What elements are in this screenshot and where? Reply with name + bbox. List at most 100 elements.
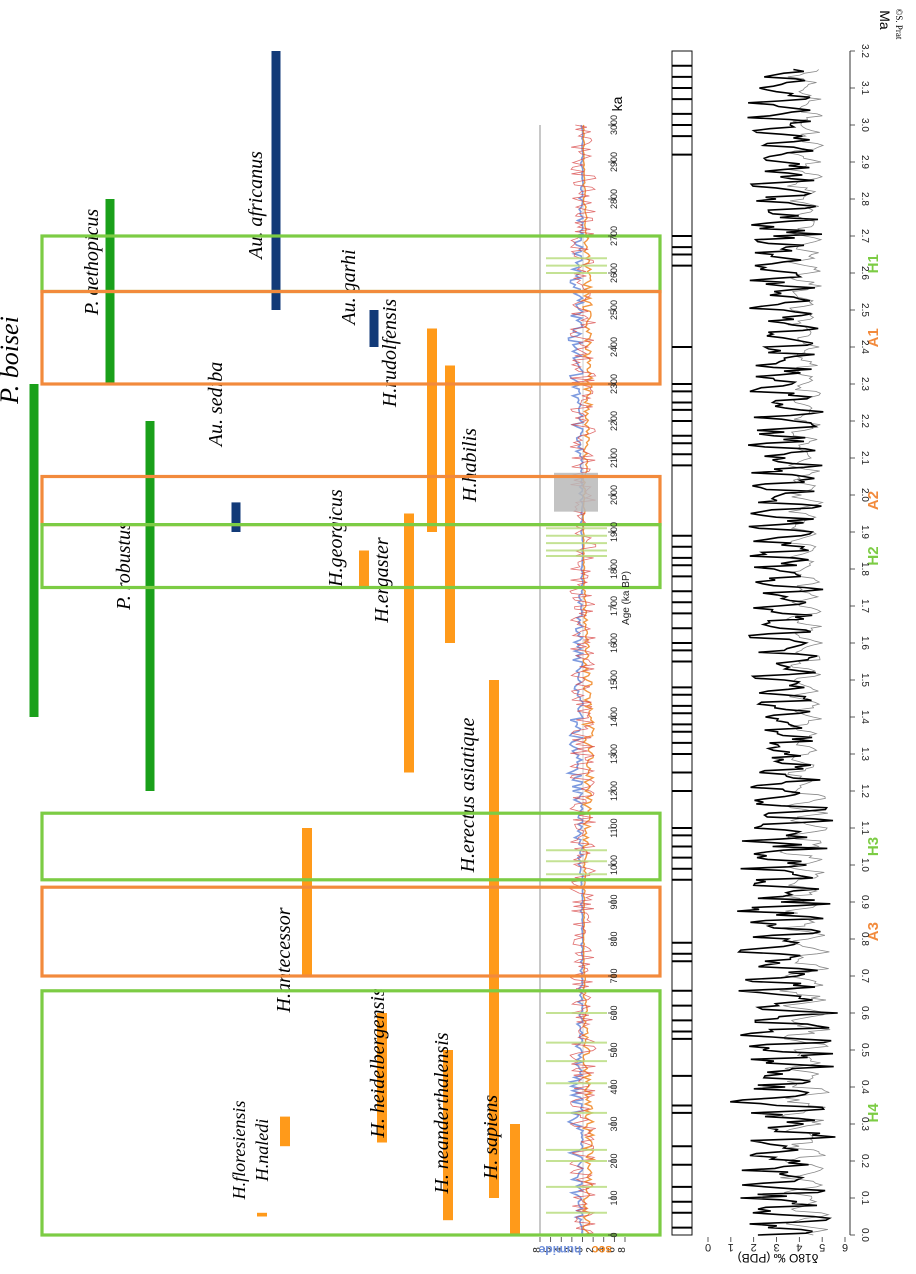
ma-tick-label: 1.1	[859, 821, 870, 835]
d18o-gray-curve	[779, 69, 831, 1236]
period-boxes: H1 A1 A2 H2 H3 A3 H4	[40, 234, 882, 1237]
species-label: H.georgicus	[325, 489, 347, 588]
species-label: P. aethopicus	[81, 209, 103, 317]
ma-tick-label: 2.2	[859, 414, 870, 428]
d18o-black-curve	[730, 68, 838, 1236]
ka-tick-label: 1300	[609, 744, 619, 764]
species-label: H.erectus asiatique	[457, 717, 479, 873]
species-label: H.naledi	[252, 1119, 272, 1183]
ma-tick-label: 2.7	[859, 229, 870, 243]
period-label: H1	[865, 254, 882, 273]
ma-tick-label: 1.4	[859, 710, 870, 724]
humid-label: humide	[538, 1243, 581, 1257]
species-label: H. heidelbergensis	[367, 988, 389, 1138]
period-label: H3	[865, 837, 882, 856]
humidity-tick-label: 6	[543, 1247, 554, 1253]
ma-tick-label: 0.9	[859, 895, 870, 909]
species-label: H.rudolfensis	[379, 299, 401, 409]
humidity-tick-label: 4	[596, 1247, 607, 1253]
species-bar	[145, 421, 155, 791]
ka-tick-label: 200	[609, 1153, 619, 1168]
ka-tick-label: 2700	[609, 226, 619, 246]
ka-tick-label: 1800	[609, 559, 619, 579]
ma-tick-label: 1.6	[859, 636, 870, 650]
d18o-tick-label: 4	[796, 1241, 802, 1253]
ka-tick-label: 1700	[609, 596, 619, 616]
period-box	[40, 885, 662, 978]
period-label: H4	[865, 1103, 882, 1123]
ka-tick-label: 2400	[609, 337, 619, 357]
species-label: H. sapiens	[480, 1095, 502, 1181]
ma-tick-label: 0.5	[859, 1043, 870, 1057]
ka-unit-label: ka	[609, 96, 625, 111]
ka-axis-title: Age (ka BP)	[621, 571, 632, 625]
ma-tick-label: 1.7	[859, 599, 870, 613]
humid-curve	[565, 124, 586, 1236]
period-box	[40, 522, 662, 590]
species-bar	[271, 51, 281, 310]
period-box	[40, 289, 662, 386]
species-bars: P. boisei P. robustus P. aethopicus Au. afr…	[0, 51, 520, 1235]
ma-tick-label: 0.4	[859, 1080, 870, 1094]
credit-text: ©S. Prat	[894, 9, 904, 40]
ka-tick-label: 400	[609, 1079, 619, 1094]
species-bar	[489, 680, 499, 1198]
ma-tick-label: 3.2	[859, 44, 870, 58]
species-bar	[302, 828, 312, 976]
species-label: P. boisei	[0, 316, 24, 405]
period-label: H2	[865, 546, 882, 565]
ka-tick-label: 2500	[609, 300, 619, 320]
species-bar	[404, 513, 414, 773]
ma-tick-label: 3.0	[859, 118, 870, 132]
ma-tick-label: 1.2	[859, 784, 870, 798]
ka-tick-label: 300	[609, 1116, 619, 1131]
humidity-tick-label: 4	[553, 1247, 564, 1253]
ma-tick-label: 0.0	[859, 1228, 870, 1242]
humidity-tick-label: 0	[575, 1247, 586, 1253]
ma-tick-label: 1.5	[859, 673, 870, 687]
ka-tick-label: 2600	[609, 263, 619, 283]
ka-tick-label: 2000	[609, 485, 619, 505]
species-label: H. neanderthalensis	[431, 1032, 453, 1194]
ma-tick-label: 2.8	[859, 192, 870, 206]
ka-tick-label: 900	[609, 894, 619, 909]
species-label: H.antecessor	[273, 907, 295, 1013]
ma-tick-label: 1.9	[859, 525, 870, 539]
ka-tick-label: 500	[609, 1042, 619, 1057]
species-bar	[369, 310, 379, 347]
ma-tick-label: 0.6	[859, 1006, 870, 1020]
d18o-tick-label: 2	[751, 1241, 757, 1253]
ma-tick-label: 3.1	[859, 81, 870, 95]
ka-tick-label: 2200	[609, 411, 619, 431]
species-bar	[231, 502, 241, 532]
ka-tick-label: 2300	[609, 374, 619, 394]
ma-tick-label: 2.5	[859, 303, 870, 317]
dry-curve	[580, 124, 597, 1236]
species-label: P. robustus	[113, 522, 135, 611]
d18o-axis-title: δ18O ‰ (PDB)	[738, 1251, 819, 1265]
humidity-index-curve	[568, 124, 597, 1236]
species-label: H.floresiensis	[229, 1101, 249, 1201]
species-label: Au. garhi	[338, 249, 360, 326]
ma-tick-label: 0.7	[859, 969, 870, 983]
ma-tick-label: 0.3	[859, 1117, 870, 1131]
ka-tick-label: 100	[609, 1190, 619, 1205]
species-bar	[443, 1050, 453, 1221]
climate-curves	[546, 64, 838, 1236]
ka-tick-label: 2900	[609, 152, 619, 172]
species-bar	[359, 550, 369, 588]
humidity-tick-label: 2	[564, 1247, 575, 1253]
d18o-tick-label: 5	[819, 1241, 825, 1253]
ma-tick-label: 2.6	[859, 266, 870, 280]
period-box	[40, 811, 662, 882]
ka-tick-label: 1400	[609, 707, 619, 727]
ma-unit-label: Ma	[877, 10, 893, 30]
axes: 0100200300400500600700800900100011001200…	[532, 9, 904, 1265]
d18o-tick-label: 0	[705, 1241, 711, 1253]
ma-tick-label: 2.1	[859, 451, 870, 465]
humidity-tick-label: 8	[532, 1247, 543, 1253]
ka-tick-label: 2100	[609, 448, 619, 468]
humidity-tick-label: 2	[585, 1247, 596, 1253]
